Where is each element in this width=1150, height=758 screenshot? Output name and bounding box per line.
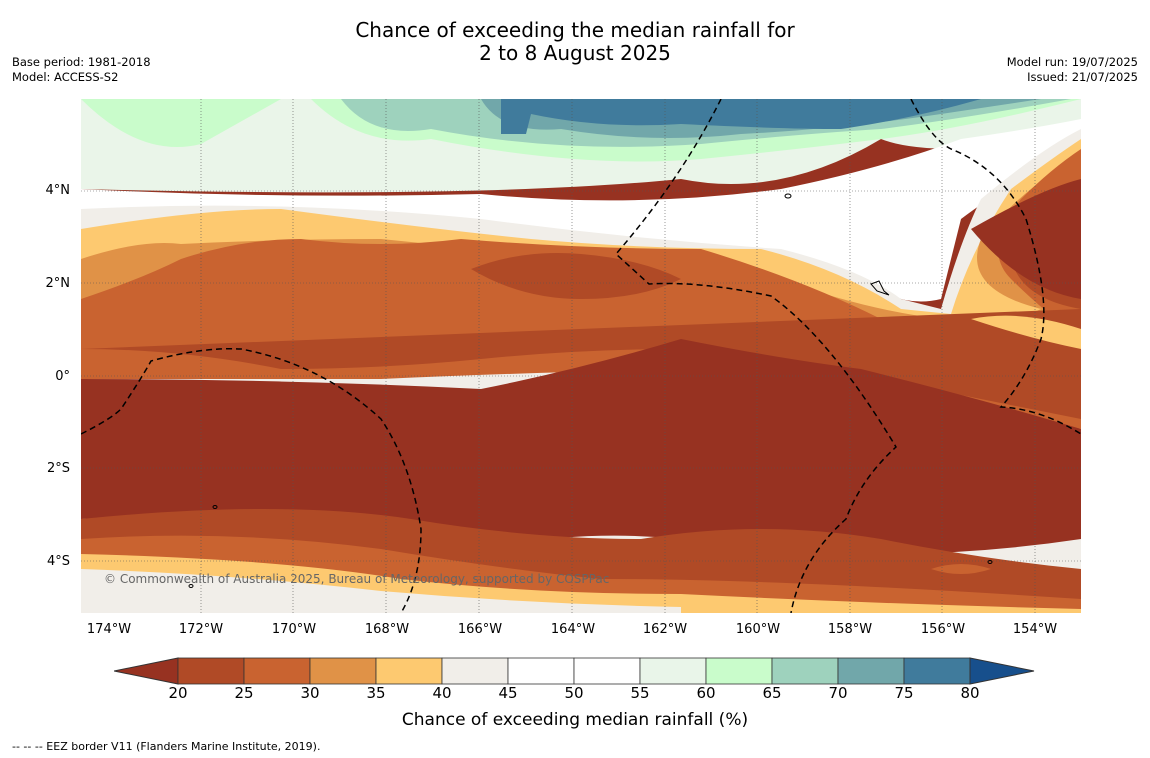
lon-label-160w: 160°W xyxy=(735,622,781,637)
patch-25-30 xyxy=(931,564,991,574)
colorbar-segment xyxy=(375,657,443,685)
colorbar-svg xyxy=(113,657,1035,685)
colorbar-title: Chance of exceeding median rainfall (%) xyxy=(401,710,749,730)
lat-label-0: 0° xyxy=(55,369,70,384)
colorbar-segment xyxy=(771,657,839,685)
base-period: Base period: 1981-2018 xyxy=(12,55,151,69)
meta-right: Model run: 19/07/2025 Issued: 21/07/2025 xyxy=(1007,55,1138,85)
colorbar-tick-20: 20 xyxy=(168,684,188,702)
meta-left: Base period: 1981-2018 Model: ACCESS-S2 xyxy=(12,55,151,85)
colorbar-tick-40: 40 xyxy=(432,684,452,702)
colorbar-tick-35: 35 xyxy=(366,684,386,702)
colorbar-segment xyxy=(837,657,905,685)
colorbar-tick-80: 80 xyxy=(960,684,980,702)
eez-legend-note: -- -- -- EEZ border V11 (Flanders Marine… xyxy=(12,740,321,753)
band-60-65-west xyxy=(81,99,281,147)
title-line-1: Chance of exceeding the median rainfall … xyxy=(355,18,795,42)
colorbar-tick-55: 55 xyxy=(630,684,650,702)
lon-label-168w: 168°W xyxy=(364,622,410,637)
lon-label-170w: 170°W xyxy=(271,622,317,637)
colorbar-tick-65: 65 xyxy=(762,684,782,702)
colorbar-tick-50: 50 xyxy=(564,684,584,702)
copyright-notice: © Commonwealth of Australia 2025, Bureau… xyxy=(104,572,610,586)
lat-label-2n: 2°N xyxy=(45,276,71,291)
rainfall-map xyxy=(81,99,1081,613)
colorbar-tick-30: 30 xyxy=(300,684,320,702)
lat-label-4s: 4°S xyxy=(46,554,70,569)
lat-label-4n: 4°N xyxy=(45,183,71,198)
colorbar-tick-60: 60 xyxy=(696,684,716,702)
lon-label-162w: 162°W xyxy=(642,622,688,637)
band-75-80 xyxy=(501,99,981,134)
colorbar-segment xyxy=(639,657,707,685)
band-45-55 xyxy=(81,119,1081,302)
lon-label-172w: 172°W xyxy=(178,622,224,637)
island-outlines xyxy=(188,193,993,588)
band-40-45-south xyxy=(81,569,681,613)
patch-35-40-east xyxy=(971,315,1081,349)
lat-label-2s: 2°S xyxy=(46,461,70,476)
band-below-20 xyxy=(81,339,1081,554)
colorbar-segment xyxy=(705,657,773,685)
eez-border-lines xyxy=(81,99,1081,613)
title-line-2: 2 to 8 August 2025 xyxy=(479,41,671,65)
colorbar-segment xyxy=(177,657,245,685)
colorbar-segment xyxy=(573,657,641,685)
colorbar-segment xyxy=(309,657,377,685)
colorbar-extend-low xyxy=(113,657,179,685)
band-20-25-upper xyxy=(81,179,1081,419)
band-below-20-east xyxy=(971,179,1081,299)
colorbar-segment xyxy=(903,657,971,685)
lon-label-158w: 158°W xyxy=(827,622,873,637)
colorbar-tick-45: 45 xyxy=(498,684,518,702)
model-name: Model: ACCESS-S2 xyxy=(12,70,119,84)
lon-label-164w: 164°W xyxy=(550,622,596,637)
colorbar-tick-75: 75 xyxy=(894,684,914,702)
model-run: Model run: 19/07/2025 xyxy=(1006,55,1138,69)
issued-date: Issued: 21/07/2025 xyxy=(1027,70,1138,84)
colorbar-segment xyxy=(507,657,575,685)
colorbar-segment xyxy=(243,657,311,685)
lon-label-166w: 166°W xyxy=(457,622,503,637)
lon-label-174w: 174°W xyxy=(86,622,132,637)
colorbar-segment xyxy=(441,657,509,685)
colorbar-extend-high xyxy=(969,657,1035,685)
lon-label-154w: 154°W xyxy=(1012,622,1058,637)
chart-title: Chance of exceeding the median rainfall … xyxy=(0,19,1150,65)
colorbar-tick-70: 70 xyxy=(828,684,848,702)
map-svg xyxy=(81,99,1081,613)
colorbar xyxy=(113,657,1036,685)
lon-label-156w: 156°W xyxy=(920,622,966,637)
colorbar-tick-25: 25 xyxy=(234,684,254,702)
